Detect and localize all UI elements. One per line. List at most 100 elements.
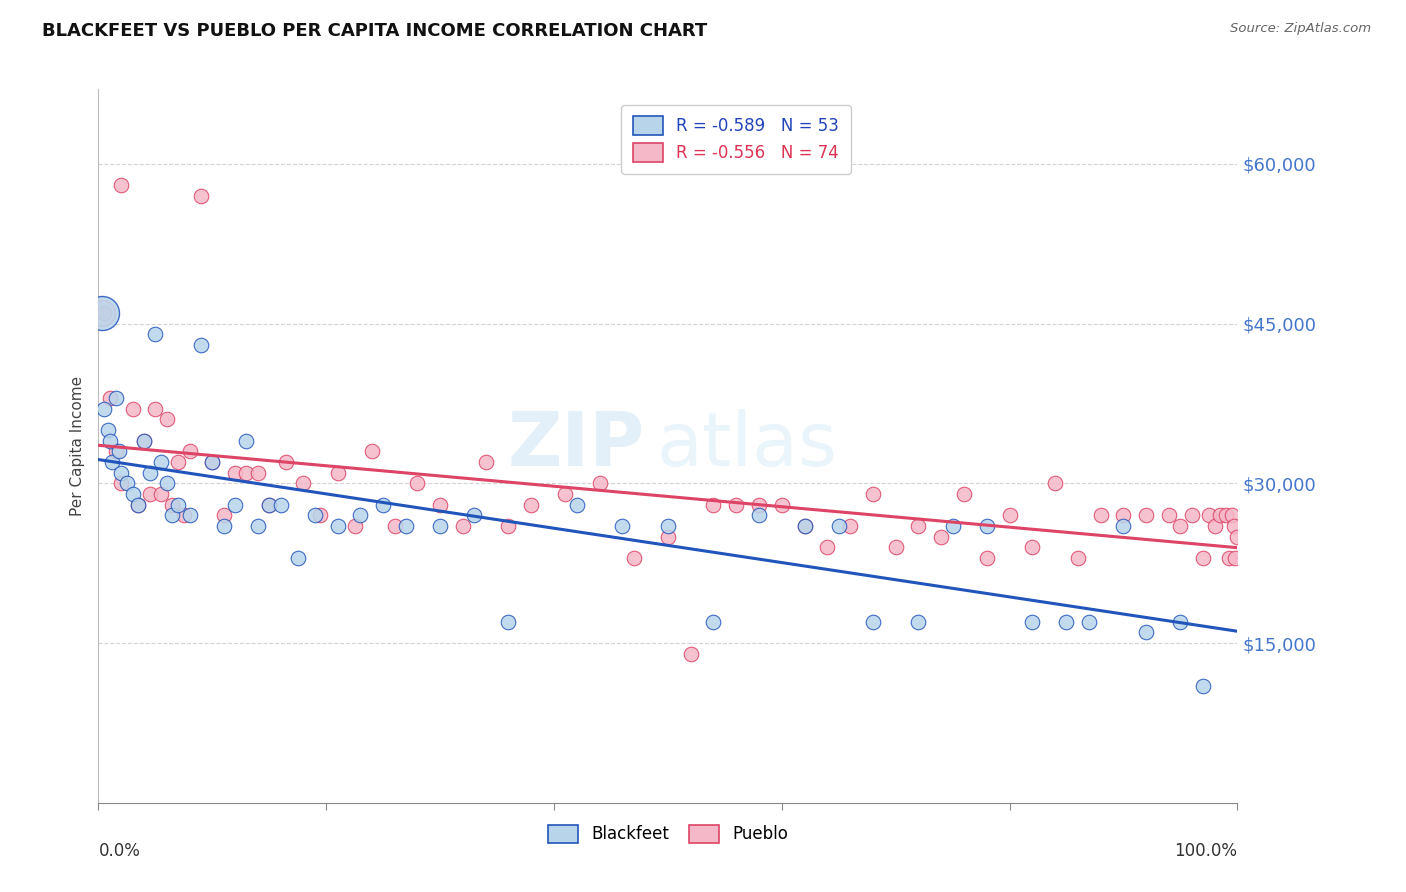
Point	[907, 519, 929, 533]
Point	[498, 519, 520, 533]
Point	[1135, 625, 1157, 640]
Point	[110, 466, 132, 480]
Point	[702, 498, 724, 512]
Point	[612, 519, 634, 533]
Text: ZIP: ZIP	[508, 409, 645, 483]
Point	[292, 476, 315, 491]
Point	[498, 615, 520, 629]
Point	[623, 550, 645, 565]
Point	[121, 487, 143, 501]
Point	[138, 487, 160, 501]
Point	[976, 550, 998, 565]
Point	[1204, 519, 1226, 533]
Point	[998, 508, 1021, 523]
Point	[224, 498, 246, 512]
Point	[127, 498, 149, 512]
Point	[304, 508, 326, 523]
Point	[360, 444, 382, 458]
Point	[162, 498, 184, 512]
Point	[1223, 519, 1246, 533]
Point	[1067, 550, 1090, 565]
Point	[828, 519, 851, 533]
Point	[839, 519, 862, 533]
Point	[953, 487, 976, 501]
Point	[108, 444, 131, 458]
Point	[907, 615, 929, 629]
Point	[1054, 615, 1078, 629]
Point	[463, 508, 485, 523]
Point	[104, 444, 127, 458]
Text: Source: ZipAtlas.com: Source: ZipAtlas.com	[1230, 22, 1371, 36]
Point	[1218, 550, 1240, 565]
Point	[429, 519, 451, 533]
Point	[212, 508, 235, 523]
Point	[246, 519, 269, 533]
Point	[1209, 508, 1232, 523]
Point	[588, 476, 610, 491]
Point	[1135, 508, 1157, 523]
Point	[520, 498, 543, 512]
Y-axis label: Per Capita Income: Per Capita Income	[70, 376, 86, 516]
Point	[201, 455, 224, 469]
Point	[1181, 508, 1204, 523]
Point	[565, 498, 588, 512]
Point	[179, 508, 201, 523]
Point	[725, 498, 748, 512]
Point	[1170, 615, 1192, 629]
Point	[90, 306, 112, 320]
Point	[150, 455, 173, 469]
Point	[1226, 529, 1249, 543]
Point	[793, 519, 815, 533]
Point	[1198, 508, 1220, 523]
Point	[326, 466, 349, 480]
Point	[98, 434, 121, 448]
Point	[246, 466, 269, 480]
Point	[167, 455, 190, 469]
Point	[451, 519, 474, 533]
Legend: Blackfeet, Pueblo: Blackfeet, Pueblo	[536, 814, 800, 855]
Point	[1078, 615, 1101, 629]
Point	[862, 615, 884, 629]
Point	[702, 615, 724, 629]
Point	[343, 519, 366, 533]
Point	[1157, 508, 1180, 523]
Point	[862, 487, 884, 501]
Point	[138, 466, 160, 480]
Point	[1192, 679, 1215, 693]
Point	[1215, 508, 1237, 523]
Point	[884, 540, 907, 554]
Point	[1112, 519, 1135, 533]
Point	[93, 401, 115, 416]
Text: 100.0%: 100.0%	[1174, 842, 1237, 860]
Point	[156, 412, 179, 426]
Point	[657, 519, 679, 533]
Point	[259, 498, 281, 512]
Point	[90, 306, 112, 320]
Point	[406, 476, 429, 491]
Point	[287, 550, 309, 565]
Text: BLACKFEET VS PUEBLO PER CAPITA INCOME CORRELATION CHART: BLACKFEET VS PUEBLO PER CAPITA INCOME CO…	[42, 22, 707, 40]
Point	[679, 647, 702, 661]
Point	[1170, 519, 1192, 533]
Point	[748, 498, 770, 512]
Point	[770, 498, 793, 512]
Point	[270, 498, 292, 512]
Point	[167, 498, 190, 512]
Text: atlas: atlas	[657, 409, 838, 483]
Point	[942, 519, 965, 533]
Point	[145, 327, 167, 342]
Point	[276, 455, 298, 469]
Point	[162, 508, 184, 523]
Point	[173, 508, 195, 523]
Point	[121, 401, 143, 416]
Point	[115, 476, 138, 491]
Point	[235, 466, 257, 480]
Point	[815, 540, 838, 554]
Point	[150, 487, 173, 501]
Point	[259, 498, 281, 512]
Point	[127, 498, 149, 512]
Point	[748, 508, 770, 523]
Point	[235, 434, 257, 448]
Point	[201, 455, 224, 469]
Point	[1112, 508, 1135, 523]
